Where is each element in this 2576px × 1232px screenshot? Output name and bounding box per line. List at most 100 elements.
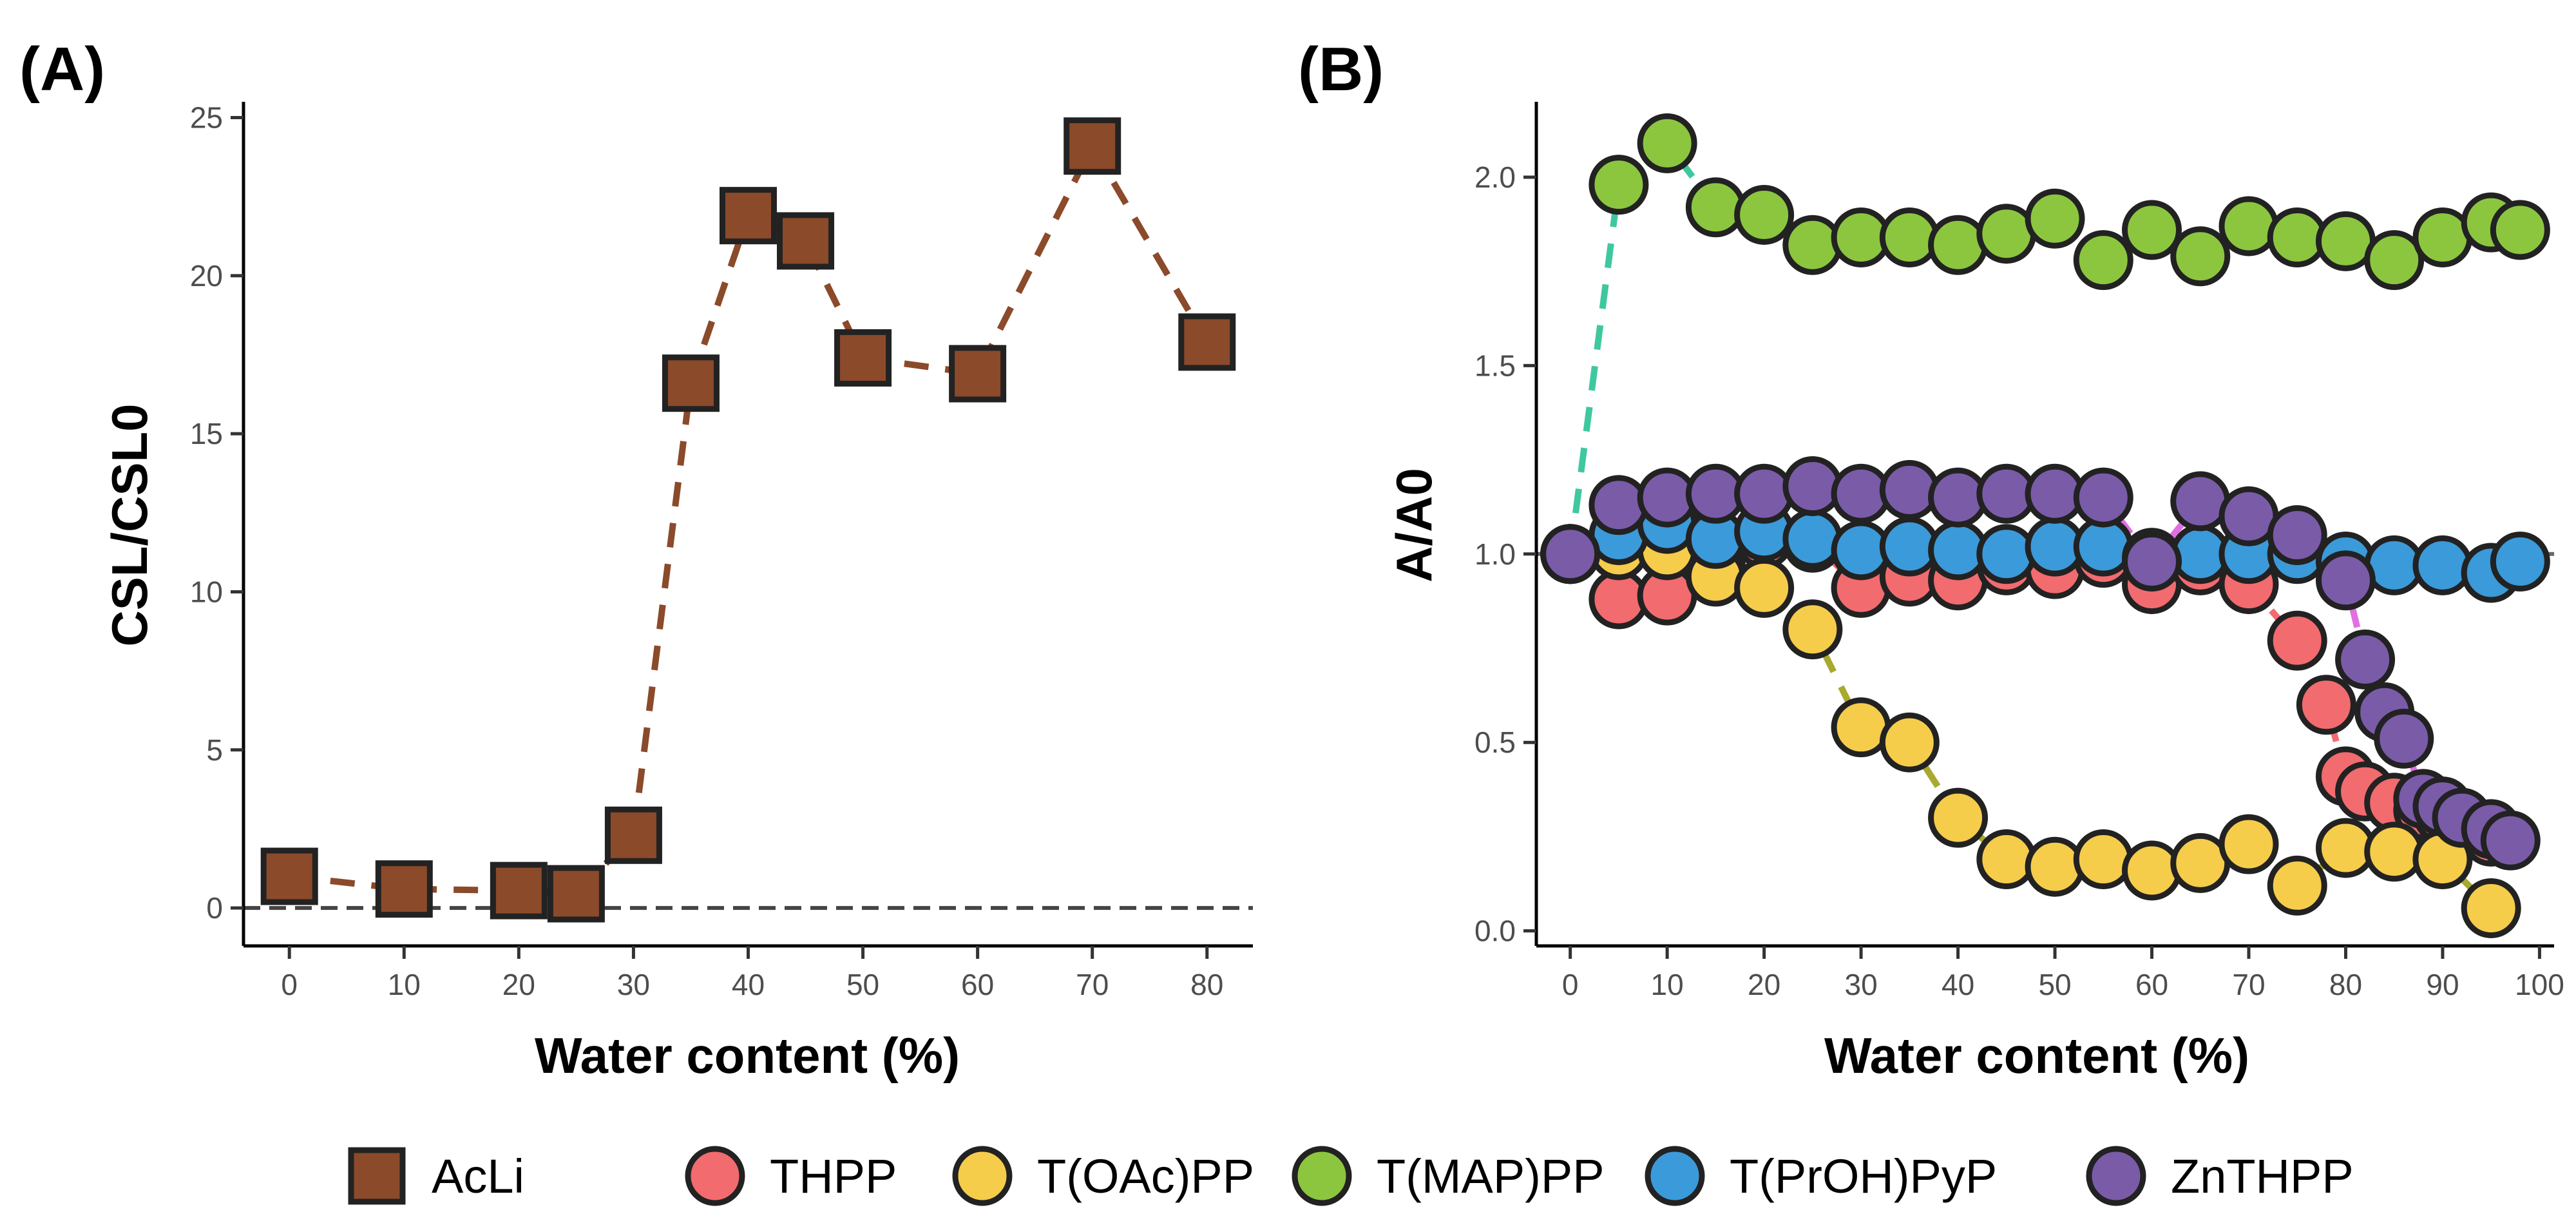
panel-b-point-znthpp [2122, 531, 2182, 592]
panel-b-chart: 0 10 20 30 40 50 60 70 80 90 100 0.0 0.5 1.0 1.5 2.0 [1474, 102, 2564, 1001]
panel-b-point-znthpp [1589, 475, 1649, 535]
panel-b-point-t-oac-pp [1879, 712, 1940, 773]
panel-a-x-tick-label: 10 [388, 968, 421, 1001]
legend-key-t-proh-pyp [1645, 1146, 1705, 1206]
panel-a-ylabel: CSL/CSL0 [101, 403, 158, 646]
panel-b-point-t-oac-pp [2461, 878, 2521, 939]
panel-b-point-znthpp [2335, 630, 2396, 690]
panel-b-point-t-oac-pp [2073, 829, 2133, 889]
legend-label-thpp: THPP [770, 1150, 897, 1203]
panel-b-point-t-oac-pp [2122, 840, 2182, 901]
panel-a-y-tick-label: 10 [190, 575, 223, 608]
panel-a-y-tick-label: 25 [190, 101, 223, 135]
panel-a-label: (A) [19, 35, 105, 104]
panel-b-point-t-oac-pp [1976, 829, 2037, 889]
panel-a-xlabel: Water content (%) [535, 1027, 960, 1084]
legend-key-t-map-pp [1292, 1146, 1352, 1206]
panel-a-x-tick-label: 30 [617, 968, 650, 1001]
panel-b-point-t-oac-pp [2364, 822, 2425, 882]
panel-b-point-t-map-pp [2122, 200, 2182, 260]
panel-b-point-t-oac-pp [2025, 836, 2085, 897]
legend-key-acli [348, 1147, 406, 1205]
panel-b-point-t-map-pp [2218, 196, 2279, 256]
panel-b-point-t-map-pp [2170, 226, 2231, 287]
legend-label-znthpp: ZnTHPP [2171, 1150, 2354, 1203]
panel-a-y-tick-label: 0 [206, 891, 223, 925]
panel-b-point-znthpp [1782, 456, 1843, 517]
legend: AcLi THPP T(OAc)PP T(MAP)PP T(PrOH)PyP ZnTHPP [348, 1146, 2354, 1206]
panel-b-point-t-map-pp [1589, 155, 1649, 215]
panel-b-point-t-map-pp [2025, 188, 2085, 249]
panel-b-point-t-map-pp [1928, 215, 1989, 275]
panel-b-point-t-proh-pyp [2490, 531, 2550, 592]
panel-a-point-acli [604, 806, 662, 864]
panel-a-chart: 0 10 20 30 40 50 60 70 80 0 5 10 15 20 25 [190, 101, 1253, 1001]
panel-b-point-t-map-pp [1685, 177, 1746, 238]
panel-a-series-line-acli [289, 139, 1210, 898]
panel-b-point-znthpp [2073, 467, 2133, 528]
panel-b-y-tick-label: 1.0 [1474, 537, 1516, 571]
panel-b-y-tick-label: 0.0 [1474, 914, 1516, 948]
legend-key-t-oac-pp [952, 1146, 1013, 1206]
panel-a-x-tick-label: 40 [732, 968, 765, 1001]
panel-a-y-tick-label: 20 [190, 259, 223, 293]
panel-b-point-t-proh-pyp [2412, 535, 2473, 595]
panel-b-point-t-oac-pp [1782, 599, 1843, 660]
panel-b-x-tick-label: 10 [1651, 968, 1684, 1001]
panel-b-x-tick-label: 80 [2329, 968, 2362, 1001]
panel-b-point-thpp [2296, 675, 2356, 735]
panel-a-point-acli [949, 345, 1007, 403]
legend-label-t-proh-pyp: T(PrOH)PyP [1730, 1150, 1997, 1203]
panel-a-point-acli [547, 865, 605, 923]
panel-b-point-znthpp [1540, 524, 1601, 584]
panel-b-y-tick-label: 0.5 [1474, 726, 1516, 759]
panel-b-x-tick-label: 20 [1748, 968, 1780, 1001]
panel-a-x-tick-label: 60 [961, 968, 994, 1001]
panel-a-point-acli [260, 847, 318, 905]
panel-b-point-znthpp [1734, 463, 1795, 524]
panel-b-x-tick-label: 60 [2135, 968, 2168, 1001]
panel-a-y-tick-label: 5 [206, 733, 223, 767]
panel-b-point-znthpp [2480, 810, 2541, 871]
panel-b-x-tick-label: 50 [2038, 968, 2071, 1001]
panel-b-x-tick-label: 100 [2515, 968, 2564, 1001]
panel-a-y-tick-label: 15 [190, 417, 223, 450]
panel-b-point-znthpp [2267, 505, 2327, 566]
panel-b-point-t-oac-pp [2218, 814, 2279, 874]
panel-b-x-tick-label: 40 [1942, 968, 1974, 1001]
panel-a-point-acli [662, 354, 720, 412]
panel-b-point-t-oac-pp [1734, 557, 1795, 618]
panel-b-point-znthpp [1879, 459, 1940, 520]
panel-b-point-t-map-pp [1782, 215, 1843, 275]
panel-a-point-acli [834, 329, 892, 387]
panel-b-y-tick-label: 1.5 [1474, 349, 1516, 382]
panel-a-point-acli [720, 187, 777, 245]
panel-b-x-tick-label: 90 [2426, 968, 2459, 1001]
panel-a-x-tick-label: 80 [1190, 968, 1223, 1001]
panel-b-point-t-map-pp [2490, 200, 2550, 260]
panel-a-point-acli [777, 212, 835, 270]
panel-b-x-tick-label: 30 [1845, 968, 1878, 1001]
legend-label-t-map-pp: T(MAP)PP [1377, 1150, 1605, 1203]
panel-a-point-acli [375, 860, 433, 918]
legend-key-thpp [685, 1146, 745, 1206]
panel-b-point-thpp [2267, 610, 2327, 671]
panel-b-point-znthpp [2374, 708, 2434, 769]
panel-b-point-t-oac-pp [2267, 855, 2327, 916]
panel-b-y-tick-label: 2.0 [1474, 160, 1516, 194]
panel-b-point-t-map-pp [1734, 184, 1795, 245]
panel-b-x-tick-label: 70 [2232, 968, 2265, 1001]
panel-b-point-t-proh-pyp [1976, 524, 2037, 584]
panel-b-xlabel: Water content (%) [1824, 1027, 2249, 1084]
panel-a-point-acli [1064, 117, 1121, 175]
legend-label-t-oac-pp: T(OAc)PP [1037, 1150, 1254, 1203]
panel-b-point-t-map-pp [1879, 207, 1940, 268]
panel-a-point-acli [1178, 313, 1236, 371]
panel-a-x-tick-label: 20 [502, 968, 535, 1001]
panel-a-x-tick-label: 70 [1076, 968, 1109, 1001]
panel-b-label: (B) [1298, 35, 1384, 104]
panel-a-x-tick-label: 50 [846, 968, 879, 1001]
panel-b-x-tick-label: 0 [1562, 968, 1579, 1001]
legend-label-acli: AcLi [432, 1150, 524, 1203]
